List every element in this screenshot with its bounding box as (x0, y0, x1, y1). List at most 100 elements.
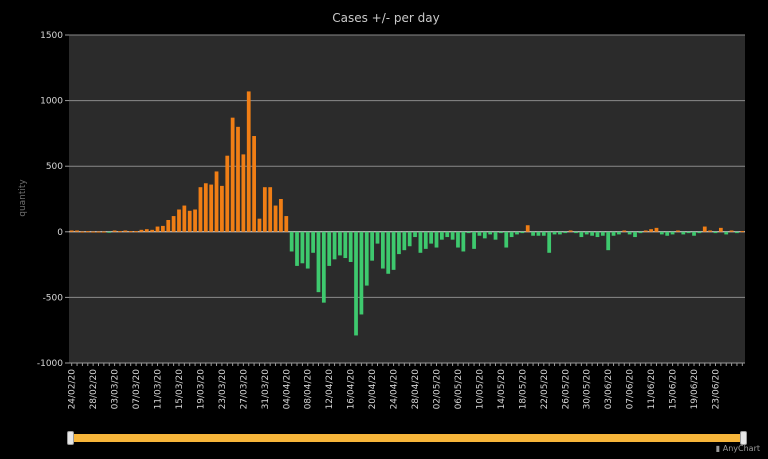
bar[interactable] (472, 231, 476, 249)
bar[interactable] (91, 231, 96, 233)
bar[interactable] (509, 231, 514, 238)
bar[interactable] (515, 231, 519, 235)
bar[interactable] (262, 187, 267, 232)
bar[interactable] (477, 231, 482, 236)
bar[interactable] (499, 231, 503, 234)
bar[interactable] (289, 231, 294, 252)
bar[interactable] (482, 231, 487, 239)
bar[interactable] (150, 229, 155, 232)
bar[interactable] (590, 231, 594, 236)
bar[interactable] (128, 231, 133, 233)
bar[interactable] (391, 231, 396, 270)
bar[interactable] (665, 231, 670, 236)
bar[interactable] (69, 230, 74, 232)
bar[interactable] (525, 225, 530, 232)
bar[interactable] (681, 231, 686, 235)
bar[interactable] (488, 231, 493, 235)
bar[interactable] (643, 230, 648, 232)
bar[interactable] (375, 231, 380, 244)
bar[interactable] (123, 230, 128, 232)
bar[interactable] (686, 231, 691, 234)
bar[interactable] (552, 231, 557, 235)
bar[interactable] (729, 230, 734, 232)
bar[interactable] (697, 231, 702, 234)
bar[interactable] (676, 230, 680, 232)
bar[interactable] (536, 231, 541, 236)
bar[interactable] (654, 227, 659, 232)
bar[interactable] (692, 231, 696, 236)
bar[interactable] (246, 91, 251, 232)
x-scroller[interactable] (67, 431, 747, 445)
bar[interactable] (321, 231, 326, 303)
bar[interactable] (504, 231, 509, 248)
bar[interactable] (80, 231, 85, 233)
scroller-right-handle[interactable] (740, 431, 747, 445)
bar[interactable] (198, 187, 203, 232)
bar[interactable] (300, 231, 305, 264)
bar[interactable] (112, 230, 117, 232)
bar[interactable] (584, 231, 589, 235)
bar[interactable] (423, 231, 428, 249)
bar[interactable] (440, 231, 444, 240)
bar[interactable] (252, 136, 256, 232)
bar[interactable] (139, 229, 144, 232)
bar[interactable] (107, 231, 112, 233)
bar[interactable] (182, 205, 187, 232)
bar[interactable] (75, 230, 79, 232)
bar[interactable] (574, 231, 578, 234)
bar[interactable] (295, 231, 299, 266)
bar[interactable] (354, 231, 358, 336)
bar[interactable] (622, 230, 627, 232)
bar[interactable] (563, 231, 568, 234)
bar[interactable] (670, 231, 675, 235)
scroller-track[interactable] (71, 434, 743, 442)
bar[interactable] (558, 231, 562, 235)
bar[interactable] (273, 205, 278, 232)
bar[interactable] (193, 209, 197, 232)
bar[interactable] (380, 231, 385, 269)
bar[interactable] (102, 231, 106, 233)
bar[interactable] (445, 231, 450, 238)
bar[interactable] (595, 231, 600, 238)
bar[interactable] (740, 231, 745, 233)
bar[interactable] (257, 218, 262, 232)
bar[interactable] (407, 231, 412, 247)
bar[interactable] (305, 231, 310, 269)
bar[interactable] (171, 216, 176, 232)
bar[interactable] (606, 231, 611, 251)
bar[interactable] (708, 230, 713, 232)
bar[interactable] (134, 231, 138, 233)
bar[interactable] (461, 231, 466, 252)
bar[interactable] (316, 231, 321, 293)
bar[interactable] (343, 231, 348, 259)
bar[interactable] (203, 183, 208, 232)
bar[interactable] (718, 227, 723, 232)
bar[interactable] (520, 231, 525, 234)
bar[interactable] (338, 231, 342, 256)
bar[interactable] (434, 231, 439, 248)
bar[interactable] (397, 231, 401, 255)
bar[interactable] (627, 231, 632, 235)
bar[interactable] (702, 226, 707, 232)
bar[interactable] (241, 154, 246, 232)
bar[interactable] (225, 155, 230, 232)
bar[interactable] (236, 126, 240, 232)
bar[interactable] (155, 226, 160, 232)
bar[interactable] (220, 185, 224, 232)
bar[interactable] (364, 231, 369, 286)
bar[interactable] (659, 231, 664, 235)
bar[interactable] (633, 231, 637, 238)
bar[interactable] (456, 231, 460, 248)
bar[interactable] (413, 231, 417, 238)
bar[interactable] (386, 231, 391, 274)
bar[interactable] (466, 231, 471, 234)
bar[interactable] (547, 231, 552, 253)
scroller-left-handle[interactable] (67, 431, 74, 445)
bar[interactable] (85, 231, 90, 233)
bar[interactable] (279, 199, 283, 232)
bar[interactable] (418, 231, 423, 253)
bar[interactable] (268, 187, 273, 232)
bar[interactable] (311, 231, 315, 253)
bar[interactable] (209, 184, 214, 232)
bar[interactable] (161, 225, 165, 232)
